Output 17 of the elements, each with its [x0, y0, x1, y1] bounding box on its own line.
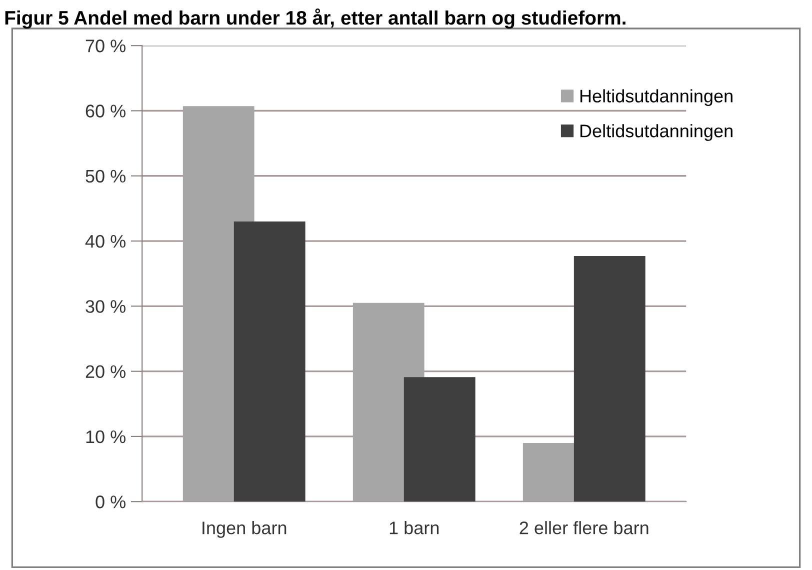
- x-tick-label: 1 barn: [390, 521, 439, 534]
- y-tick-label: 30 %: [86, 300, 126, 313]
- y-tick-label: 70 %: [86, 40, 126, 52]
- chart-title: Figur 5 Andel med barn under 18 år, etter antall barn og studieform.: [5, 8, 626, 29]
- y-tick-label: 10 %: [86, 430, 126, 444]
- bar: [404, 377, 476, 502]
- y-tick-label: 50 %: [86, 170, 126, 183]
- y-tick-label: 60 %: [86, 104, 126, 118]
- bar: [234, 221, 306, 502]
- y-tick-label: 40 %: [85, 234, 126, 248]
- y-tick-label: 20 %: [86, 365, 126, 378]
- legend-label: Deltidsutdanningen: [580, 124, 732, 141]
- bar: [574, 256, 646, 502]
- x-tick-label: Ingen barn: [202, 521, 286, 538]
- y-tick-label: 0 %: [96, 496, 126, 508]
- legend-label: Heltidsutdanningen: [580, 89, 732, 106]
- x-tick-label: 2 eller flere barn: [520, 521, 648, 534]
